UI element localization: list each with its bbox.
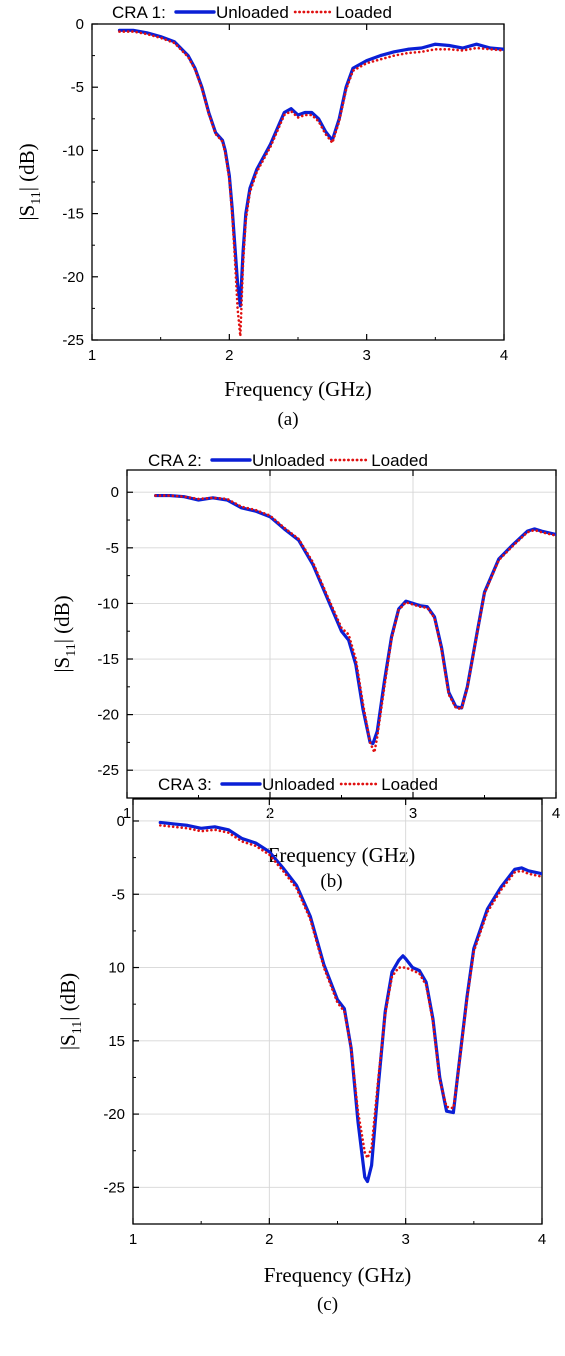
- y-tick-label: 0: [76, 16, 84, 33]
- y-tick-label: 0: [111, 484, 119, 501]
- x-tick-label: 1: [129, 1231, 137, 1248]
- legend-label-loaded: Loaded: [335, 3, 392, 22]
- legend: CRA 3: Unloaded Loaded: [158, 775, 438, 794]
- y-tick-label: -15: [97, 651, 119, 668]
- chart-b: 1 2 3 4 -25 -20 -15 -10 -5 0 CRA 2: Unloaded Loaded F…: [50, 451, 560, 892]
- y-tick-label: -25: [103, 1179, 125, 1196]
- legend: CRA 2: Unloaded Loaded: [148, 451, 428, 470]
- y-axis-title-post: | (dB): [15, 143, 39, 191]
- y-axis-title-pre: |S: [56, 1034, 80, 1050]
- y-axis-title-sub: 11: [70, 1021, 85, 1034]
- series-line-unloaded: [158, 820, 542, 1184]
- y-axis-title-post: | (dB): [56, 973, 80, 1021]
- y-tick-label: -5: [112, 886, 125, 903]
- y-tick-label: -5: [106, 540, 119, 557]
- x-tick-label: 4: [538, 1231, 546, 1248]
- y-tick-label: -5: [71, 79, 84, 96]
- y-axis-title: |S11| (dB): [15, 143, 44, 220]
- y-tick-label: 15: [108, 1033, 125, 1050]
- y-tick-label: -15: [62, 206, 84, 223]
- x-tick-label: 2: [266, 805, 274, 822]
- y-axis-title-sub: 11: [29, 191, 44, 204]
- y-tick-label: -20: [62, 269, 84, 286]
- x-axis-title: Frequency (GHz): [264, 1263, 412, 1287]
- legend-title: CRA 1:: [112, 3, 166, 22]
- chart-a: 1 2 3 4 -25 -20 -15 -10 -5 0 CRA 1: Unloaded Loaded F…: [15, 3, 508, 430]
- y-axis-title: |S11| (dB): [50, 595, 79, 672]
- x-axis-title: Frequency (GHz): [268, 843, 416, 867]
- y-axis-title-pre: |S: [15, 205, 39, 221]
- legend: CRA 1: Unloaded Loaded: [112, 3, 392, 22]
- x-tick-label: 2: [225, 347, 233, 364]
- y-tick-label: -10: [97, 595, 119, 612]
- x-tick-label: 1: [123, 805, 131, 822]
- legend-label-loaded: Loaded: [381, 775, 438, 794]
- plot-frame: [126, 469, 557, 799]
- x-axis-title: Frequency (GHz): [224, 377, 372, 401]
- series-line-loaded: [118, 30, 504, 338]
- legend-title: CRA 2:: [148, 451, 202, 470]
- y-axis-title: |S11| (dB): [56, 973, 85, 1050]
- y-axis-title-pre: |S: [50, 657, 74, 673]
- x-tick-label: 4: [552, 805, 560, 822]
- series-line-loaded: [158, 824, 542, 1160]
- y-tick-label: -25: [62, 332, 84, 349]
- y-axis-title-post: | (dB): [50, 595, 74, 643]
- x-tick-label: 2: [265, 1231, 273, 1248]
- plot-frame: [91, 23, 505, 341]
- y-tick-label: -20: [97, 707, 119, 724]
- x-tick-label: 3: [409, 805, 417, 822]
- series-line-loaded: [154, 494, 556, 754]
- x-tick-label: 4: [500, 347, 508, 364]
- chart-c: 1 2 3 4 -25 -20 15 10 -5 0 CRA 3: Unloaded Loaded Fre…: [56, 775, 546, 1315]
- legend-label-unloaded: Unloaded: [252, 451, 325, 470]
- legend-label-unloaded: Unloaded: [262, 775, 335, 794]
- y-tick-label: 10: [108, 960, 125, 977]
- legend-label-loaded: Loaded: [371, 451, 428, 470]
- x-tick-label: 3: [362, 347, 370, 364]
- y-tick-label: -20: [103, 1106, 125, 1123]
- legend-title: CRA 3:: [158, 775, 212, 794]
- figure-caption: (a): [277, 409, 298, 430]
- y-axis-title-sub: 11: [64, 643, 79, 656]
- figure-caption: (c): [317, 1294, 338, 1315]
- y-tick-label: -10: [62, 142, 84, 159]
- figure-caption: (b): [320, 871, 342, 892]
- x-tick-label: 1: [88, 347, 96, 364]
- series-line-unloaded: [154, 493, 556, 746]
- x-tick-label: 3: [401, 1231, 409, 1248]
- y-tick-label: -25: [97, 762, 119, 779]
- y-tick-label: 0: [117, 813, 125, 830]
- legend-label-unloaded: Unloaded: [216, 3, 289, 22]
- series-line-unloaded: [117, 28, 504, 308]
